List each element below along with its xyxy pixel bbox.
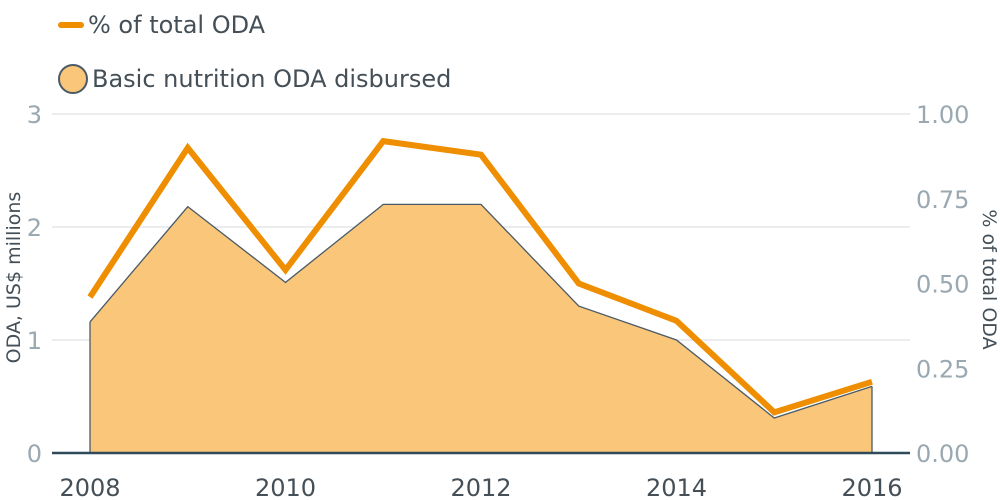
x-tick-label: 2014 bbox=[646, 474, 707, 500]
area-outline bbox=[89, 203, 873, 419]
y-right-axis-title: % of total ODA bbox=[978, 209, 1000, 349]
y-left-tick-label: 3 bbox=[27, 101, 42, 129]
y-right-tick-label: 0.25 bbox=[916, 355, 969, 383]
legend-label-percent: % of total ODA bbox=[88, 11, 266, 39]
x-tick-label: 2012 bbox=[450, 474, 511, 500]
y-left-axis-title: ODA, US$ millions bbox=[3, 192, 25, 364]
y-right-tick-label: 0.50 bbox=[916, 271, 969, 299]
y-left-tick-label: 2 bbox=[27, 214, 42, 242]
x-tick-label: 2008 bbox=[59, 474, 120, 500]
legend-line-swatch bbox=[58, 22, 84, 28]
legend-item-percent: % of total ODA bbox=[58, 8, 265, 42]
area-fill bbox=[90, 204, 872, 453]
legend-item-oda: Basic nutrition ODA disbursed bbox=[58, 62, 451, 96]
legend-label-oda: Basic nutrition ODA disbursed bbox=[92, 65, 452, 93]
y-right-tick-label: 1.00 bbox=[916, 101, 969, 129]
y-right-tick-label: 0.75 bbox=[916, 186, 969, 214]
y-left-tick-label: 1 bbox=[27, 327, 42, 355]
y-right-tick-label: 0.00 bbox=[916, 440, 969, 468]
y-left-tick-label: 0 bbox=[27, 440, 42, 468]
legend-area-swatch bbox=[58, 64, 88, 94]
x-tick-label: 2010 bbox=[255, 474, 316, 500]
x-tick-label: 2016 bbox=[841, 474, 902, 500]
line-series-percent bbox=[87, 137, 873, 416]
